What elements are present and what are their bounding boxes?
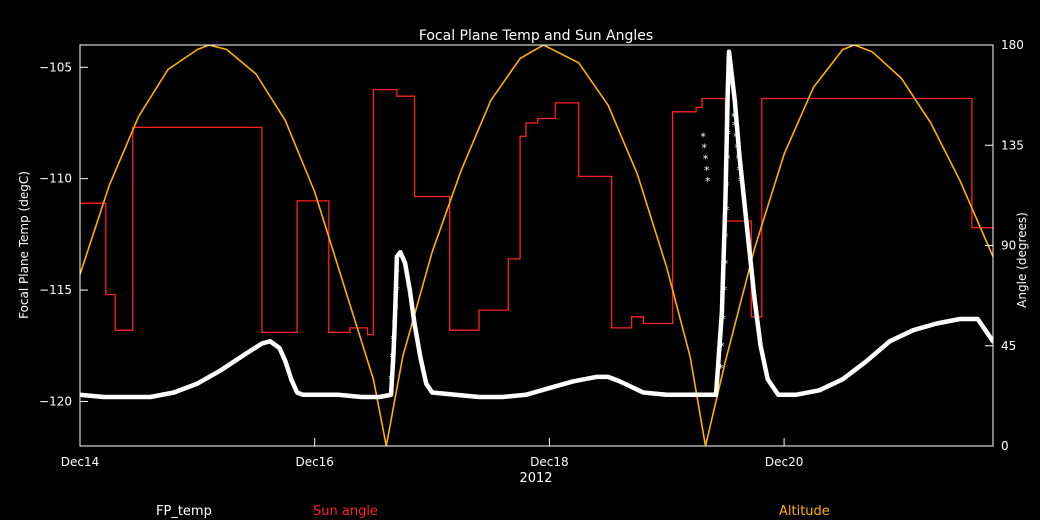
y-right-tick-label: 0 bbox=[1001, 439, 1009, 453]
x-tick-label: Dec16 bbox=[295, 455, 334, 469]
fp-temp-point: * bbox=[731, 110, 737, 123]
ticks-layer: Dec14 Dec16 Dec18 Dec20 −105 −110 −115 −120 0 45 9… bbox=[39, 38, 1024, 469]
fp-temp-point: * bbox=[725, 128, 731, 141]
altitude-line bbox=[80, 45, 993, 446]
fp-temp-point: * bbox=[705, 175, 711, 188]
y-right-tick-label: 180 bbox=[1001, 38, 1024, 52]
x-tick-label: Dec20 bbox=[765, 455, 804, 469]
fp-temp-point: * bbox=[723, 257, 729, 270]
fp-temp-point: * bbox=[738, 175, 744, 188]
fp-temp-point: * bbox=[723, 231, 729, 244]
y-right-tick-label: 135 bbox=[1001, 138, 1024, 152]
fp-temp-point: * bbox=[733, 130, 739, 143]
fp-temp-point: * bbox=[736, 153, 742, 166]
fp-temp-point: * bbox=[700, 130, 706, 143]
x-tick-label: Dec14 bbox=[61, 455, 100, 469]
y-axis-left-label: Focal Plane Temp (degC) bbox=[17, 171, 31, 319]
fp-temp-point: * bbox=[724, 204, 730, 217]
legend-fp-temp: FP_temp bbox=[156, 504, 212, 519]
fp-temp-point: * bbox=[389, 351, 395, 364]
y-left-tick-label: −105 bbox=[39, 60, 72, 74]
y-axis-right-label: Angle (degrees) bbox=[1015, 212, 1029, 308]
chart-title: Focal Plane Temp and Sun Angles bbox=[419, 28, 653, 44]
y-right-tick-label: 90 bbox=[1001, 239, 1016, 253]
x-axis-label: 2012 bbox=[519, 471, 552, 486]
fp-temp-point: * bbox=[393, 302, 399, 315]
fp-temp-point: * bbox=[388, 373, 394, 386]
sun-angle-line bbox=[80, 88, 993, 336]
fp-temp-point: * bbox=[732, 119, 738, 132]
fp-temp-point: * bbox=[720, 313, 726, 326]
plot-area: ***************************** bbox=[80, 45, 993, 446]
fp-temp-point: * bbox=[719, 340, 725, 353]
fp-temp-point: * bbox=[737, 164, 743, 177]
fp-temp-point: * bbox=[703, 153, 709, 166]
legend-altitude: Altitude bbox=[779, 504, 830, 519]
y-right-tick-label: 45 bbox=[1001, 339, 1016, 353]
fp-temp-point: * bbox=[724, 179, 730, 192]
fp-temp-point: * bbox=[718, 362, 724, 375]
fp-temp-point: * bbox=[722, 284, 728, 297]
y-left-tick-label: −110 bbox=[39, 172, 72, 186]
fp-temp-point: * bbox=[702, 142, 708, 155]
fp-temp-point: * bbox=[734, 142, 740, 155]
fp-temp-point: * bbox=[394, 284, 400, 297]
fp-temp-point: * bbox=[392, 318, 398, 331]
series-layer: ***************************** bbox=[80, 45, 993, 446]
x-tick-label: Dec18 bbox=[530, 455, 569, 469]
fp-temp-point: * bbox=[725, 153, 731, 166]
fp-temp-point: * bbox=[391, 333, 397, 346]
y-left-tick-label: −115 bbox=[39, 283, 72, 297]
fp-temp-line bbox=[80, 49, 993, 400]
legend-sun-angle: Sun angle bbox=[313, 504, 378, 519]
fp-temp-point: * bbox=[704, 164, 710, 177]
fp-temp-point: * bbox=[394, 266, 400, 279]
y-left-tick-label: −120 bbox=[39, 394, 72, 408]
